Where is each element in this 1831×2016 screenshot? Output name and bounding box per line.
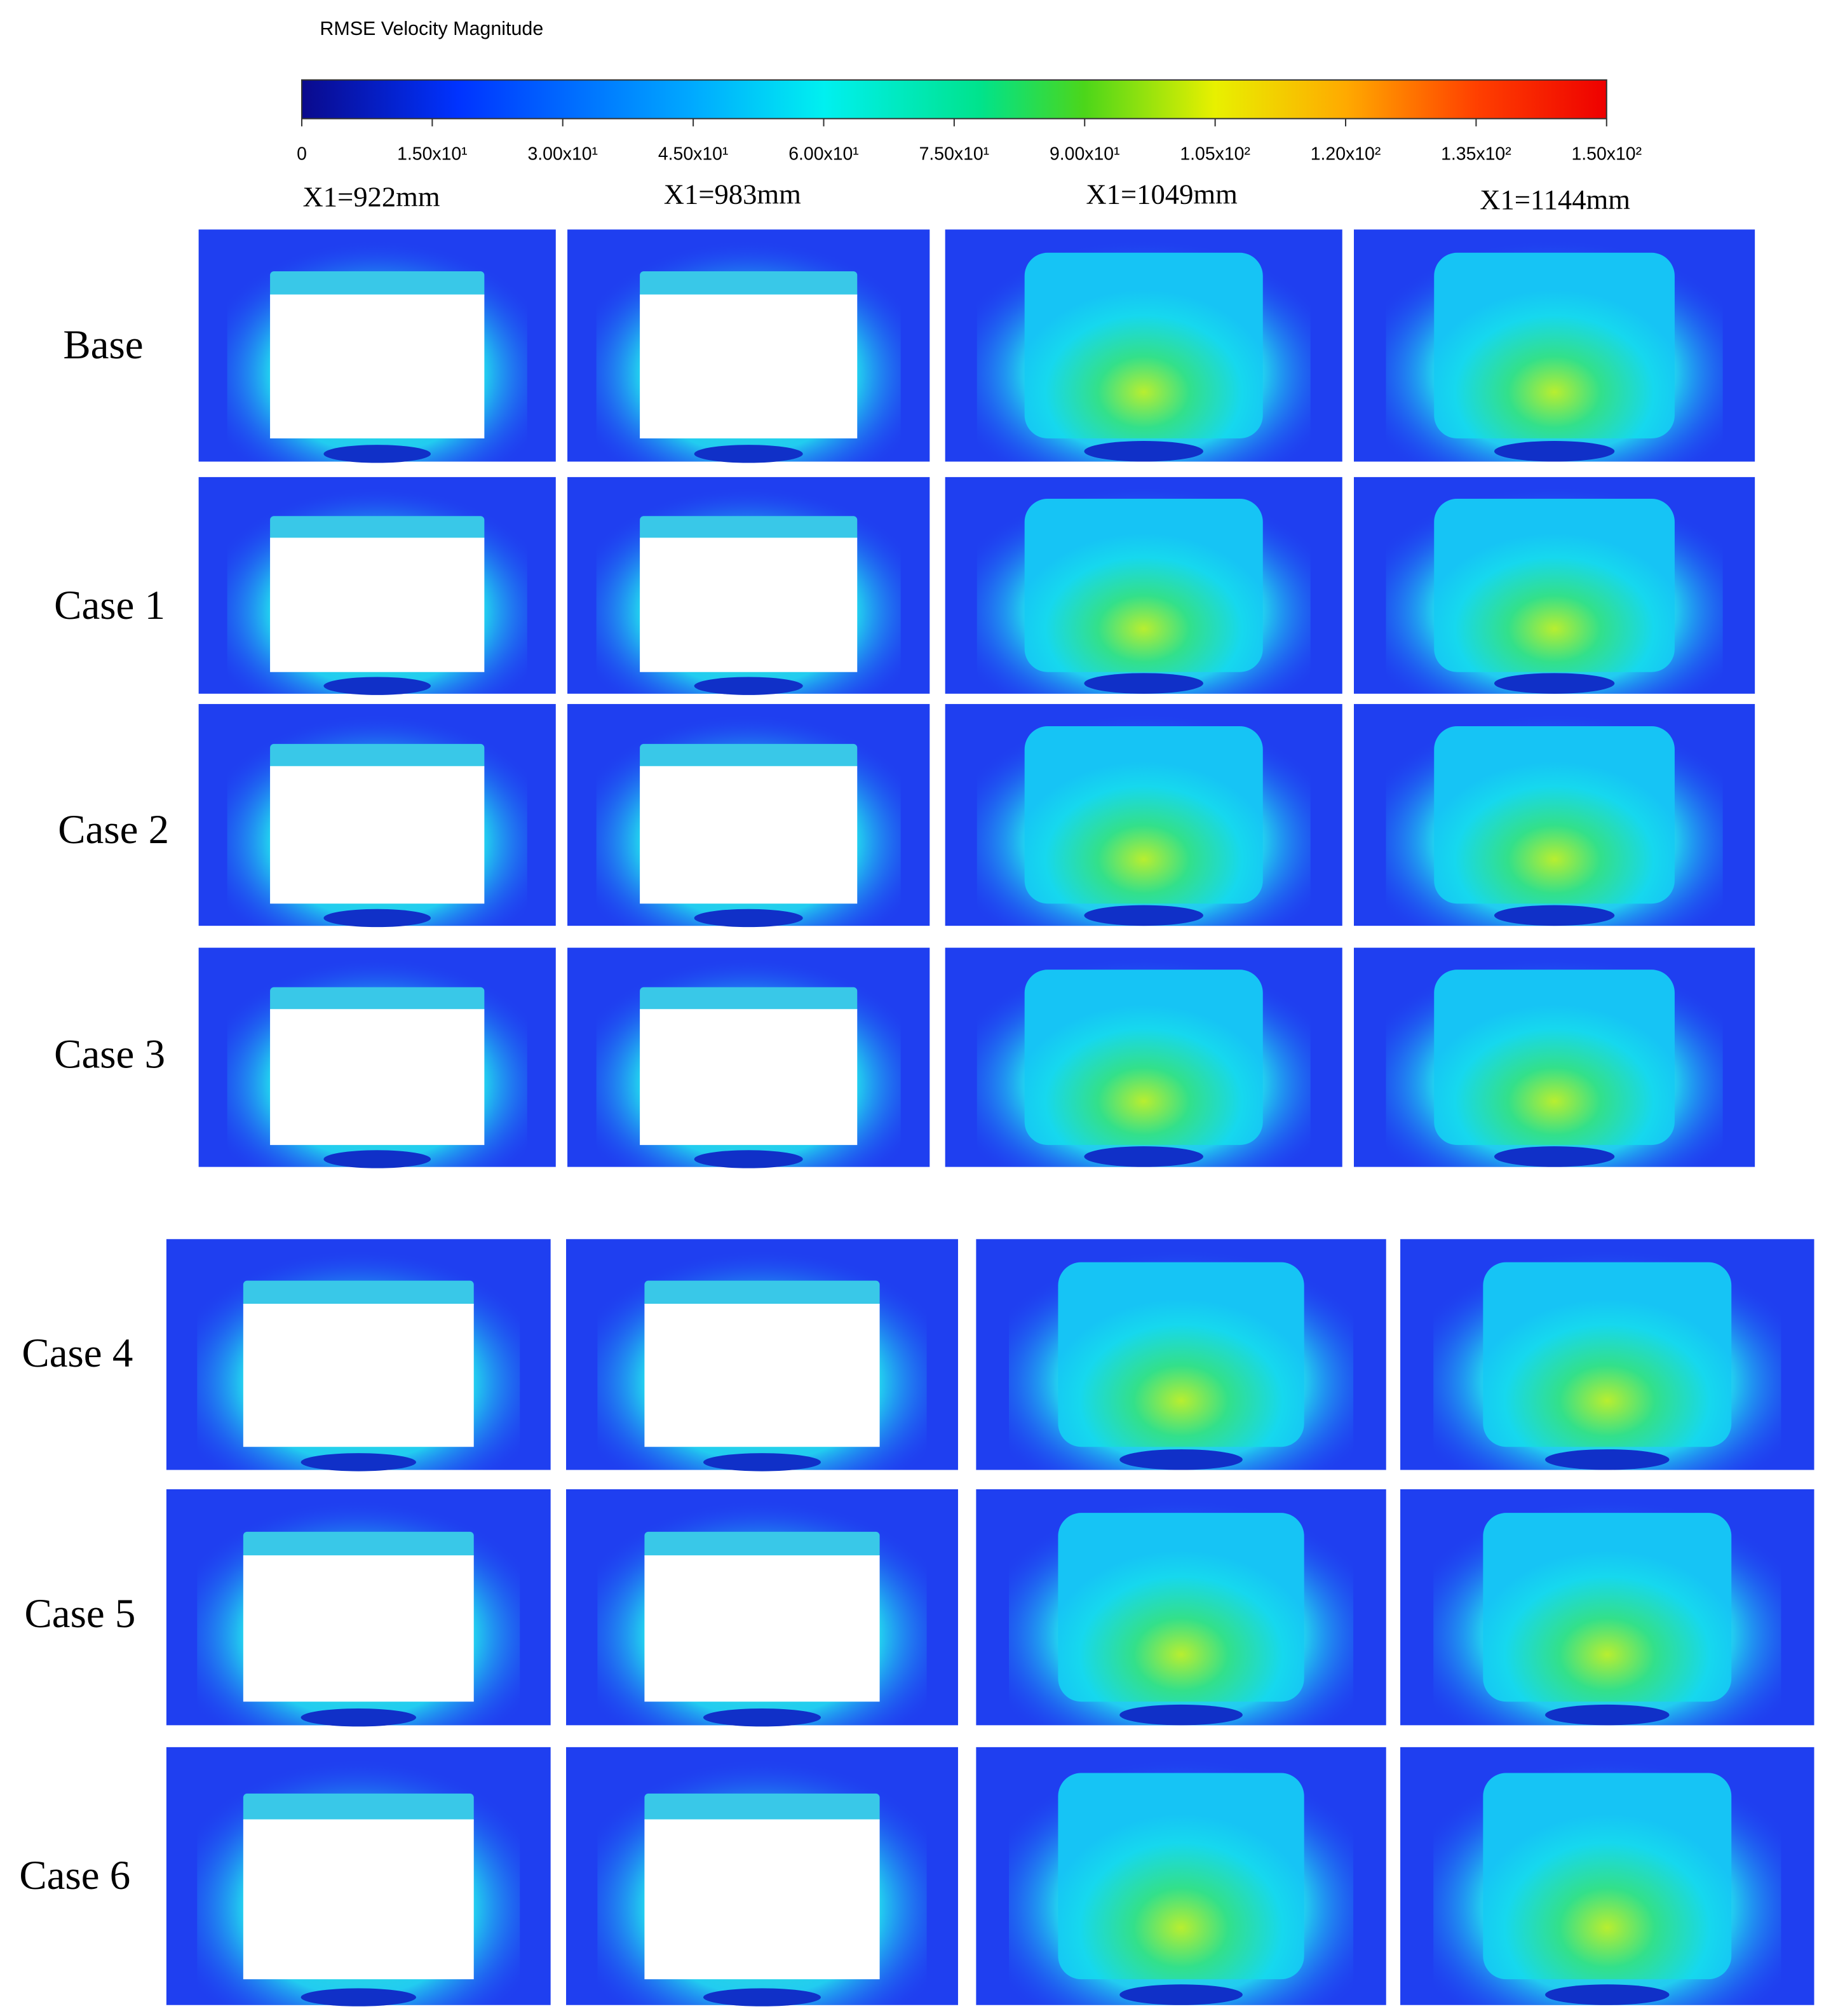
colorbar-tick-label: 9.00x10¹ [1050,144,1120,165]
wake-region [1024,252,1263,439]
colorbar-tick-label: 6.00x10¹ [788,144,859,165]
gap-vortex [1494,441,1615,462]
colorbar-tick-label: 1.50x10² [1571,144,1642,165]
colorbar-tick-label: 1.05x10² [1180,144,1250,165]
body-blank [243,1819,474,1980]
wake-region [1058,1262,1304,1447]
gap-vortex [1119,1449,1243,1470]
row-label: Case 2 [58,807,169,853]
wake-region [1434,726,1675,904]
wake-region [1058,1773,1304,1980]
body-blank [640,766,858,904]
column-header: X1=983mm [664,179,801,210]
wake-band [640,743,858,771]
row-label: Case 4 [22,1330,133,1376]
wake-band [644,1793,880,1825]
wake-band [243,1280,474,1309]
colorbar-tick-label: 0 [297,144,307,165]
wake-region [1434,252,1675,439]
body-blank [243,1303,474,1447]
wake-region [1024,726,1263,904]
body-blank [640,294,858,439]
row-label: Case 5 [24,1591,135,1637]
row-label: Case 1 [54,583,165,628]
gap-vortex [1084,441,1203,462]
row-label: Case 3 [54,1031,165,1077]
gap-vortex [323,909,431,928]
wake-band [644,1280,880,1309]
gap-vortex [1084,673,1203,694]
column-header: X1=1049mm [1086,179,1238,210]
wake-band [243,1793,474,1825]
gap-vortex [301,1453,417,1471]
gap-vortex [1545,1984,1670,2005]
wake-band [243,1531,474,1560]
gap-vortex [1084,905,1203,926]
gap-vortex [323,1150,431,1168]
gap-vortex [1119,1704,1243,1726]
wake-region [1434,970,1675,1146]
wake-region [1024,970,1263,1146]
row-label: Base [63,322,143,368]
body-blank [270,538,485,672]
colorbar-tick-label: 7.50x10¹ [919,144,990,165]
gap-vortex [1494,1146,1615,1167]
wake-region [1483,1262,1732,1447]
gap-vortex [1084,1146,1203,1167]
gap-vortex [1119,1984,1243,2005]
body-blank [270,766,485,904]
wake-band [270,271,485,299]
gap-vortex [694,677,803,695]
wake-band [640,271,858,299]
colorbar-title: RMSE Velocity Magnitude [320,18,543,39]
colorbar-tick-label: 1.50x10¹ [397,144,468,165]
colorbar-tick-label: 1.20x10² [1311,144,1381,165]
gap-vortex [703,1988,821,2006]
column-header: X1=1144mm [1480,184,1630,215]
gap-vortex [301,1708,417,1727]
body-blank [644,1819,880,1980]
wake-band [270,987,485,1014]
gap-vortex [301,1988,417,2006]
colorbar-tick-label: 4.50x10¹ [658,144,729,165]
wake-region [1058,1513,1304,1702]
gap-vortex [703,1453,821,1471]
gap-vortex [323,677,431,695]
gap-vortex [323,445,431,463]
column-header: X1=922mm [303,181,440,213]
colorbar-tick-label: 1.35x10² [1441,144,1511,165]
gap-vortex [694,445,803,463]
body-blank [270,294,485,439]
gap-vortex [1494,905,1615,926]
body-blank [644,1303,880,1447]
wake-band [270,743,485,771]
wake-band [270,516,485,543]
body-blank [640,538,858,672]
gap-vortex [694,909,803,928]
wake-band [640,987,858,1014]
row-label: Case 6 [19,1853,130,1898]
wake-band [640,516,858,543]
body-blank [243,1555,474,1702]
wake-band [644,1531,880,1560]
body-blank [270,1009,485,1146]
body-blank [640,1009,858,1146]
wake-region [1024,498,1263,672]
gap-vortex [1545,1449,1670,1470]
colorbar [301,79,1607,119]
body-blank [644,1555,880,1702]
wake-region [1483,1513,1732,1702]
colorbar-tick-label: 3.00x10¹ [527,144,598,165]
gap-vortex [1494,673,1615,694]
wake-region [1434,498,1675,672]
gap-vortex [694,1150,803,1168]
wake-region [1483,1773,1732,1980]
gap-vortex [703,1708,821,1727]
gap-vortex [1545,1704,1670,1726]
